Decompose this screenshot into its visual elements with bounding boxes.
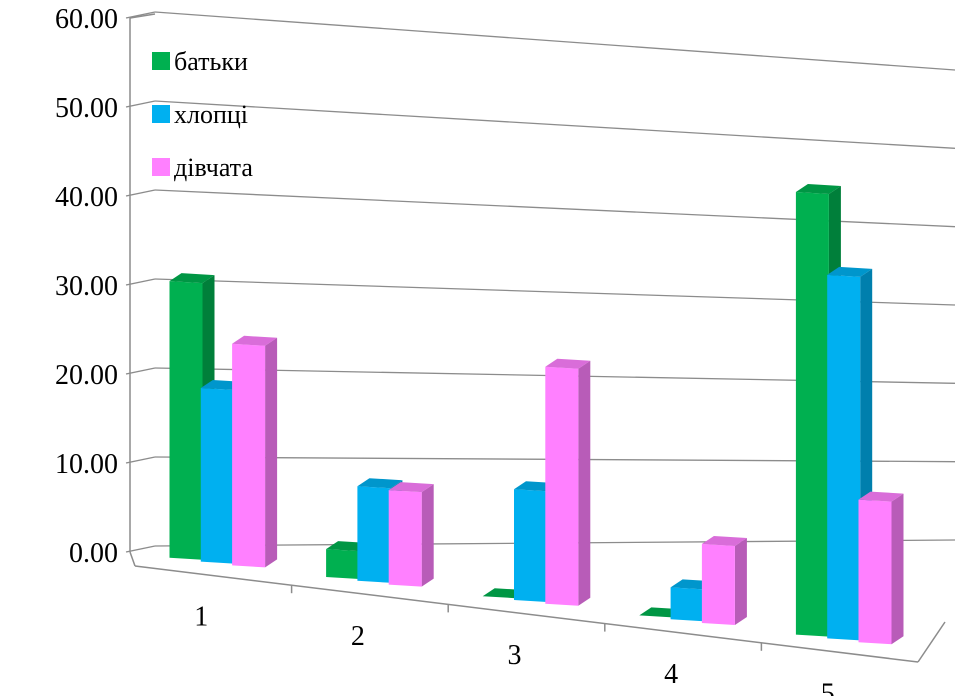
bar-2-2 — [388, 482, 434, 587]
legend-swatch — [152, 52, 170, 70]
bar-side — [578, 360, 591, 606]
bar-4-2 — [701, 536, 747, 625]
bar-front — [701, 544, 735, 625]
bar-top — [858, 491, 904, 502]
y-tick-label: 30.00 — [55, 271, 118, 302]
bar-side — [265, 337, 278, 568]
bar-top — [827, 266, 873, 277]
floor-right-edge — [917, 621, 946, 663]
y-tick-label: 10.00 — [55, 449, 118, 480]
gridline-side — [125, 189, 156, 197]
bar-front — [545, 366, 579, 606]
bar-front — [232, 343, 266, 568]
x-tick-label: 1 — [194, 602, 208, 633]
x-tick-label: 2 — [351, 621, 365, 652]
bar-5-2 — [858, 491, 904, 645]
gridline-side — [125, 278, 156, 286]
bar-side — [421, 484, 434, 587]
legend-entry: батьки — [152, 47, 248, 76]
x-axis-ticks: 1 2 3 4 5 — [194, 602, 834, 696]
y-axis-ticks: 0.00 10.00 20.00 30.00 40.00 50.00 60.00 — [55, 4, 118, 569]
bar-front — [388, 490, 422, 587]
bar-front — [795, 192, 829, 637]
legend-label: дівчата — [174, 153, 253, 182]
bar-front — [326, 549, 360, 579]
bar-top — [232, 335, 278, 346]
bar-front — [200, 388, 234, 564]
y-tick-label: 40.00 — [55, 182, 118, 213]
bar-top — [545, 358, 591, 369]
x-tick-label: 4 — [664, 659, 678, 690]
x-tick-label: 5 — [821, 678, 835, 696]
bar-front — [670, 587, 704, 622]
floor-left-edge — [129, 551, 136, 567]
bar-front — [827, 274, 861, 641]
y-tick-label: 60.00 — [55, 4, 118, 35]
wall-top-edge — [129, 13, 156, 19]
bar-front — [357, 486, 391, 583]
y-tick-label: 20.00 — [55, 360, 118, 391]
legend-swatch — [152, 158, 170, 176]
bar-1-2 — [232, 335, 278, 568]
x-axis — [129, 551, 946, 663]
legend-label: батьки — [174, 47, 248, 76]
bar-top — [169, 273, 215, 284]
legend-entry: дівчата — [152, 153, 253, 182]
gridline-side — [125, 100, 156, 108]
gridline-side — [125, 11, 156, 19]
chart-walls — [129, 13, 156, 552]
gridline-side — [125, 545, 156, 553]
y-tick-label: 0.00 — [69, 538, 118, 569]
gridline — [154, 100, 955, 149]
bar-3-2 — [545, 358, 591, 606]
bar-top — [357, 478, 403, 489]
gridline-side — [125, 456, 156, 464]
bar-top — [795, 184, 841, 194]
gridline — [154, 11, 955, 71]
bar-side — [891, 493, 904, 645]
bar-front — [169, 281, 203, 560]
bar-top — [388, 482, 434, 493]
bar-front — [514, 489, 547, 602]
y-tick-label: 50.00 — [55, 93, 118, 124]
bar-side — [734, 538, 747, 625]
legend: батьки хлопці дівчата — [152, 47, 253, 182]
x-axis-line — [134, 565, 919, 663]
bars — [169, 184, 904, 645]
bar-top — [701, 536, 747, 546]
legend-entry: хлопці — [152, 100, 248, 129]
gridline-side — [125, 367, 156, 375]
x-tick-label: 3 — [508, 640, 522, 671]
legend-swatch — [152, 105, 170, 123]
legend-label: хлопці — [174, 100, 248, 129]
bar-front — [858, 499, 892, 645]
